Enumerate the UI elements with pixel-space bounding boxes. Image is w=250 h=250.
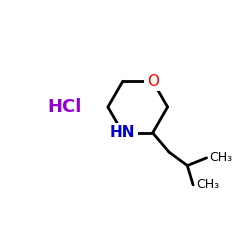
Text: CH₃: CH₃ [210, 151, 233, 164]
Text: HCl: HCl [48, 98, 82, 116]
Text: HN: HN [110, 125, 136, 140]
Text: O: O [147, 74, 159, 89]
Text: CH₃: CH₃ [196, 178, 219, 191]
